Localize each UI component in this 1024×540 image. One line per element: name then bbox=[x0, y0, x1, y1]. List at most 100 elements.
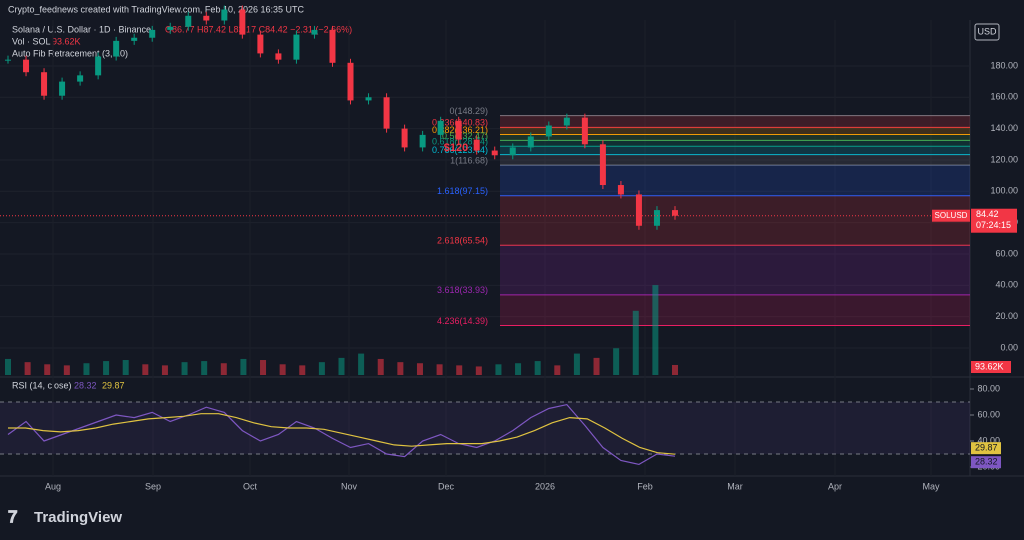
fib-zone bbox=[500, 195, 970, 246]
rsi-tag-label: 28.32 bbox=[975, 457, 998, 467]
rsi-legend-value: 28.32 bbox=[74, 380, 97, 390]
candle bbox=[455, 120, 462, 140]
brand: TradingView bbox=[34, 509, 122, 526]
candle bbox=[635, 194, 642, 226]
candle bbox=[347, 62, 354, 101]
y-tick-label: 20.00 bbox=[995, 311, 1018, 321]
volume-bar bbox=[672, 364, 678, 375]
candle bbox=[221, 9, 228, 21]
volume-bar bbox=[142, 364, 149, 375]
fib-zone bbox=[500, 154, 970, 166]
volume-bar bbox=[416, 363, 423, 375]
volume-bar bbox=[554, 365, 561, 375]
symbol-tag bbox=[932, 209, 970, 222]
volume-bar bbox=[240, 358, 247, 375]
fib-label: 2.618(65.54) bbox=[437, 236, 488, 246]
fib-zone bbox=[500, 134, 970, 141]
volume-bar bbox=[397, 362, 404, 375]
y-tick-label: 40.00 bbox=[995, 280, 1018, 290]
x-tick-label: Sep bbox=[145, 481, 161, 491]
rsi-title: RSI (14, close) bbox=[12, 380, 72, 390]
symbol-label: SOLUSD bbox=[935, 211, 968, 220]
volume-tag bbox=[971, 361, 1011, 373]
volume-bar bbox=[24, 362, 31, 375]
candle bbox=[293, 34, 300, 60]
candle bbox=[77, 75, 84, 82]
candle bbox=[383, 97, 390, 129]
volume-bar bbox=[201, 361, 208, 375]
candle bbox=[599, 144, 606, 186]
volume-bar bbox=[436, 364, 443, 375]
candle bbox=[329, 29, 336, 63]
volume-bar bbox=[318, 362, 325, 375]
rsi-tick-label: 80.00 bbox=[977, 383, 1000, 393]
fib-zone bbox=[500, 127, 970, 135]
price-tag bbox=[971, 208, 1017, 233]
volume-label: 93.62K bbox=[975, 361, 1004, 371]
x-tick-label: Nov bbox=[341, 481, 358, 491]
rsi-tick-label: 60.00 bbox=[977, 409, 1000, 419]
volume-bar bbox=[338, 357, 345, 375]
volume-bar bbox=[299, 365, 306, 375]
fib-zone bbox=[500, 294, 970, 326]
volume-legend: Vol · SOL bbox=[12, 36, 51, 46]
fib-label: 3.618(33.93) bbox=[437, 285, 488, 295]
y-tick-label: 180.00 bbox=[990, 60, 1018, 70]
candle bbox=[311, 29, 318, 35]
fib-label: 1.618(97.15) bbox=[437, 186, 488, 196]
volume-bar bbox=[515, 363, 522, 375]
rsi-tag bbox=[971, 442, 1001, 455]
volume-bar bbox=[613, 348, 620, 375]
candle bbox=[491, 150, 498, 156]
fib-label: 1(116.68) bbox=[450, 156, 488, 166]
candle bbox=[545, 125, 552, 137]
volume-bar bbox=[632, 310, 639, 375]
volume-bar bbox=[122, 360, 129, 375]
volume-bar bbox=[593, 357, 600, 375]
x-tick-label: Apr bbox=[828, 481, 842, 491]
candle bbox=[41, 72, 48, 96]
candle bbox=[581, 117, 588, 145]
volume-bar bbox=[44, 364, 51, 375]
candle bbox=[5, 59, 11, 61]
x-tick-label: Aug bbox=[45, 481, 61, 491]
credit: Crypto_feednews created with TradingView… bbox=[8, 4, 304, 14]
volume-bar bbox=[495, 364, 502, 375]
y-tick-label: 140.00 bbox=[990, 123, 1018, 133]
rsi-band-fill bbox=[0, 402, 970, 454]
candle bbox=[203, 15, 210, 21]
x-tick-label: Feb bbox=[637, 481, 653, 491]
candle bbox=[672, 210, 678, 216]
fib-label: 4.236(14.39) bbox=[437, 316, 488, 326]
candle bbox=[149, 29, 156, 38]
volume-bar bbox=[475, 366, 482, 375]
fib-label: 0(148.29) bbox=[449, 106, 488, 116]
symbol: Solana / U.S. Dollar · 1D · Binance bbox=[12, 24, 151, 34]
volume-bar bbox=[279, 364, 286, 375]
fib-label: 0.618(128.74) bbox=[432, 137, 488, 147]
candle bbox=[131, 37, 138, 41]
candle bbox=[419, 134, 426, 148]
fib-label: 0.786(123.44) bbox=[432, 145, 488, 155]
candle bbox=[23, 59, 30, 73]
candle bbox=[365, 97, 372, 101]
volume-bar bbox=[220, 363, 227, 375]
candle bbox=[257, 34, 264, 54]
currency-box[interactable] bbox=[974, 23, 1000, 41]
volume-bar bbox=[377, 358, 384, 375]
candle bbox=[437, 120, 444, 135]
rsi-tag-label: 29.87 bbox=[975, 443, 998, 453]
fib-label: 0.5(132.47) bbox=[442, 131, 488, 141]
fib-zone bbox=[500, 165, 970, 196]
volume-bar bbox=[83, 363, 90, 375]
fib-zone bbox=[500, 245, 970, 295]
volume-bar bbox=[573, 353, 580, 375]
candle bbox=[509, 147, 516, 156]
currency[interactable]: USD bbox=[977, 26, 997, 36]
volume-legend-value: 93.62K bbox=[52, 36, 81, 46]
rsi-tag bbox=[971, 456, 1001, 469]
ohlc: O86.77 H87.42 L83.17 C84.42 −2.31 (−2.66… bbox=[165, 24, 352, 34]
rsi-line bbox=[8, 413, 676, 455]
x-tick-label: May bbox=[922, 481, 940, 491]
y-tick-label: 60.00 bbox=[995, 248, 1018, 258]
